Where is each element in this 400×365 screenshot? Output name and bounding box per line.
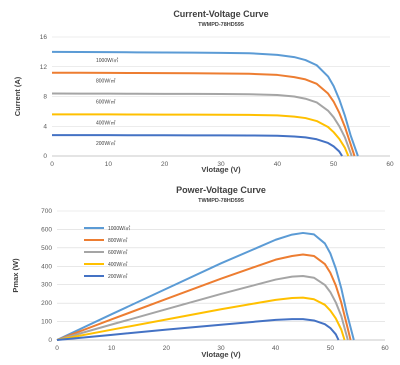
y-tick-label: 600 <box>41 226 52 233</box>
x-tick-label: 30 <box>217 161 225 168</box>
x-tick-label: 30 <box>217 345 225 352</box>
series-line-1 <box>51 71 356 157</box>
series-line-3 <box>56 296 346 341</box>
y-axis-label: Pmax (W) <box>11 258 20 293</box>
x-tick-label: 50 <box>330 161 338 168</box>
x-tick-label: 40 <box>272 345 280 352</box>
legend-label: 600W/㎡ <box>108 249 127 256</box>
series-label: 600W/㎡ <box>96 99 115 106</box>
x-tick-label: 20 <box>161 161 169 168</box>
chart-subtitle: TWMPD-78HD595 <box>198 22 244 28</box>
series-line-2 <box>51 92 353 157</box>
series-line-2 <box>56 275 349 341</box>
x-tick-label: 0 <box>50 161 54 168</box>
y-axis-label: Current (A) <box>13 76 22 116</box>
x-tick-label: 10 <box>105 161 113 168</box>
x-tick-label: 10 <box>108 345 116 352</box>
legend-label: 1000W/㎡ <box>108 225 130 232</box>
x-tick-label: 60 <box>381 345 389 352</box>
x-tick-label: 60 <box>386 161 394 168</box>
series-label: 200W/㎡ <box>96 140 115 147</box>
series-line-0 <box>51 50 359 157</box>
x-axis-label: Vlotage (V) <box>201 165 241 174</box>
series-line-4 <box>52 134 343 157</box>
y-tick-label: 500 <box>41 245 52 252</box>
y-tick-label: 200 <box>41 300 52 307</box>
x-tick-label: 0 <box>55 345 59 352</box>
pv-chart: Power-Voltage CurveTWMPD-78HD59501002003… <box>11 185 389 359</box>
legend-label: 400W/㎡ <box>108 261 127 268</box>
x-tick-label: 40 <box>274 161 282 168</box>
x-axis-label: Vlotage (V) <box>201 350 241 359</box>
series-label: 800W/㎡ <box>96 78 115 85</box>
y-tick-label: 4 <box>43 123 47 130</box>
y-tick-label: 100 <box>41 319 52 326</box>
y-tick-label: 12 <box>40 64 48 71</box>
series-line-1 <box>56 253 352 341</box>
y-tick-label: 8 <box>43 94 47 101</box>
iv-chart: Current-Voltage Curve TWMPD-78HD595 0 4 8 12 1… <box>13 9 394 174</box>
series-label: 400W/㎡ <box>96 119 115 126</box>
x-tick-label: 20 <box>163 345 171 352</box>
legend-label: 200W/㎡ <box>108 273 127 280</box>
x-tick-label: 50 <box>327 345 335 352</box>
chart-title: Current-Voltage Curve <box>173 9 268 19</box>
series-line-4 <box>56 318 340 341</box>
y-tick-label: 0 <box>43 153 47 160</box>
chart-subtitle: TWMPD-78HD595 <box>198 198 244 204</box>
y-tick-label: 700 <box>41 208 52 215</box>
y-tick-label: 16 <box>40 34 48 41</box>
series-line-3 <box>52 113 350 157</box>
chart-title: Power-Voltage Curve <box>176 185 266 195</box>
series-label: 1000W/㎡ <box>96 57 118 64</box>
y-tick-label: 400 <box>41 263 52 270</box>
legend-label: 800W/㎡ <box>108 237 127 244</box>
y-tick-label: 0 <box>48 337 52 344</box>
y-tick-label: 300 <box>41 282 52 289</box>
series-line-0 <box>56 231 355 341</box>
